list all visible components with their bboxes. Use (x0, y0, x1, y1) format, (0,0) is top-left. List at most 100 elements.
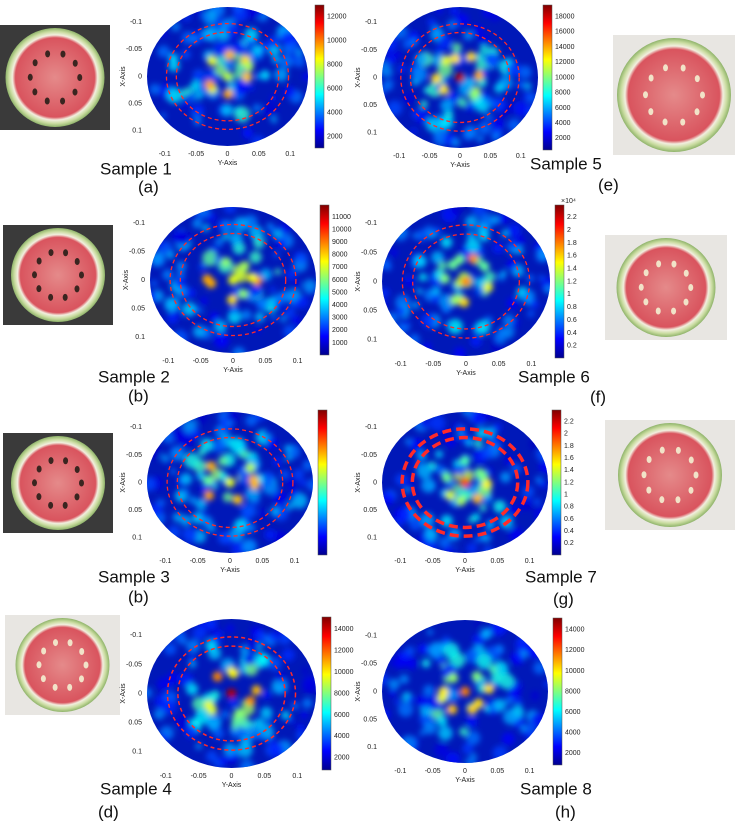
heatmap-blob (256, 631, 266, 641)
heatmap-blob (290, 279, 302, 291)
watermelon-photo (11, 436, 105, 530)
heatmap-blob (214, 237, 224, 247)
heatmap-blob (451, 207, 463, 215)
y-axis-label: X-Axis (120, 472, 127, 493)
heatmap-blob (402, 92, 415, 105)
colorbar-tick-label: 10000 (555, 74, 575, 81)
heatmap-blob (431, 286, 442, 297)
colorbar-tick-label: 2 (567, 227, 571, 234)
sample-label: Sample 3 (98, 567, 170, 586)
colorbar-tick-label: 1000 (332, 340, 348, 347)
heatmap-blob (438, 686, 449, 697)
y-tick-label: 0.05 (128, 719, 142, 726)
heatmap-blob (516, 80, 525, 89)
y-tick-label: 0.1 (367, 744, 377, 751)
heatmap-blob (416, 695, 430, 708)
heatmap-blob (175, 715, 191, 731)
heatmap-blob (476, 135, 484, 143)
heatmap-blob (468, 253, 479, 264)
heatmap-blob (412, 232, 419, 240)
heatmap-blob (451, 42, 462, 53)
seed (48, 501, 54, 509)
heatmap-blob (455, 495, 466, 506)
colorbar (551, 409, 562, 556)
seed (27, 73, 33, 81)
heatmap-blob (463, 125, 478, 140)
heatmap-blob (449, 7, 460, 16)
heatmap-blob (453, 347, 466, 356)
colorbar-tick-label: 12000 (327, 13, 347, 20)
seed (656, 260, 662, 268)
heatmap-blob (263, 428, 272, 437)
colorbar (552, 617, 563, 766)
x-tick-label: -0.1 (393, 153, 405, 160)
heatmap-blob (184, 724, 199, 739)
heatmap-blob (252, 103, 262, 113)
seed (675, 446, 681, 454)
heatmap-blob (202, 274, 213, 285)
heatmap-peak (228, 275, 238, 285)
seed (693, 471, 699, 479)
seed (60, 97, 66, 105)
heatmap-blob (451, 466, 460, 475)
heatmap-blob (448, 673, 459, 684)
x-axis-label: Y-Axis (450, 162, 470, 169)
heatmap-blob (382, 79, 394, 91)
y-tick-label: 0.1 (132, 128, 142, 135)
heatmap-blob (270, 94, 278, 102)
heatmap-blob (188, 660, 197, 669)
heatmap-blob (411, 66, 428, 83)
x-axis-label: Y-Axis (456, 370, 476, 377)
heatmap-blob (185, 683, 199, 696)
seed (45, 50, 51, 58)
colorbar-tick-label: 6000 (332, 277, 348, 284)
x-tick-label: 0 (464, 361, 468, 368)
heatmap-blob (535, 476, 543, 484)
y-tick-label: 0.05 (131, 305, 145, 312)
colorbar-tick-label: 0.2 (567, 343, 577, 350)
heatmap-blob (503, 709, 519, 725)
y-tick-label: -0.05 (126, 452, 142, 459)
heatmap-blob (210, 690, 221, 701)
heatmap-blob (207, 524, 216, 533)
heatmap (150, 207, 316, 353)
seed (48, 457, 54, 465)
heatmap-blob (245, 696, 256, 707)
sample-label: Sample 6 (518, 367, 590, 386)
x-tick-label: -0.1 (395, 361, 407, 368)
dashed-ring (410, 435, 520, 530)
y-tick-label: 0.05 (363, 102, 377, 109)
heatmap-blob (506, 259, 518, 270)
heatmap-blob (459, 455, 470, 466)
heatmap-blob (477, 685, 486, 694)
heatmap-blob (166, 87, 183, 104)
heatmap-blob (280, 469, 290, 478)
heatmap-peak (226, 688, 237, 699)
sample-label: Sample 1 (100, 159, 172, 178)
heatmap-blob (445, 490, 456, 501)
heatmap-blob (180, 488, 190, 498)
seed (32, 88, 38, 96)
heatmap-blob (223, 207, 237, 214)
heatmap-blob (245, 639, 259, 654)
heatmap-blob (195, 742, 203, 750)
heatmap-blob (258, 509, 267, 518)
heatmap-blob (243, 652, 256, 665)
colorbar-tick-label: 1.6 (567, 253, 577, 260)
heatmap-blob (504, 696, 514, 706)
colorbar-tick-label: 4000 (327, 109, 343, 116)
heatmap-blob (204, 490, 215, 501)
seed (53, 639, 59, 647)
heatmap-blob (147, 687, 153, 699)
heatmap-blob (195, 498, 207, 510)
heatmap-blob (525, 723, 536, 734)
seed (694, 75, 700, 83)
colorbar-tick-label: 14000 (555, 44, 575, 51)
x-tick-label: 0.1 (516, 153, 526, 160)
heatmap-blob (195, 91, 204, 100)
heatmap-blob (393, 656, 407, 670)
heatmap-blob (221, 710, 230, 719)
heatmap-blob (199, 296, 209, 306)
y-axis-label: X-Axis (355, 271, 362, 292)
seed (74, 493, 80, 501)
